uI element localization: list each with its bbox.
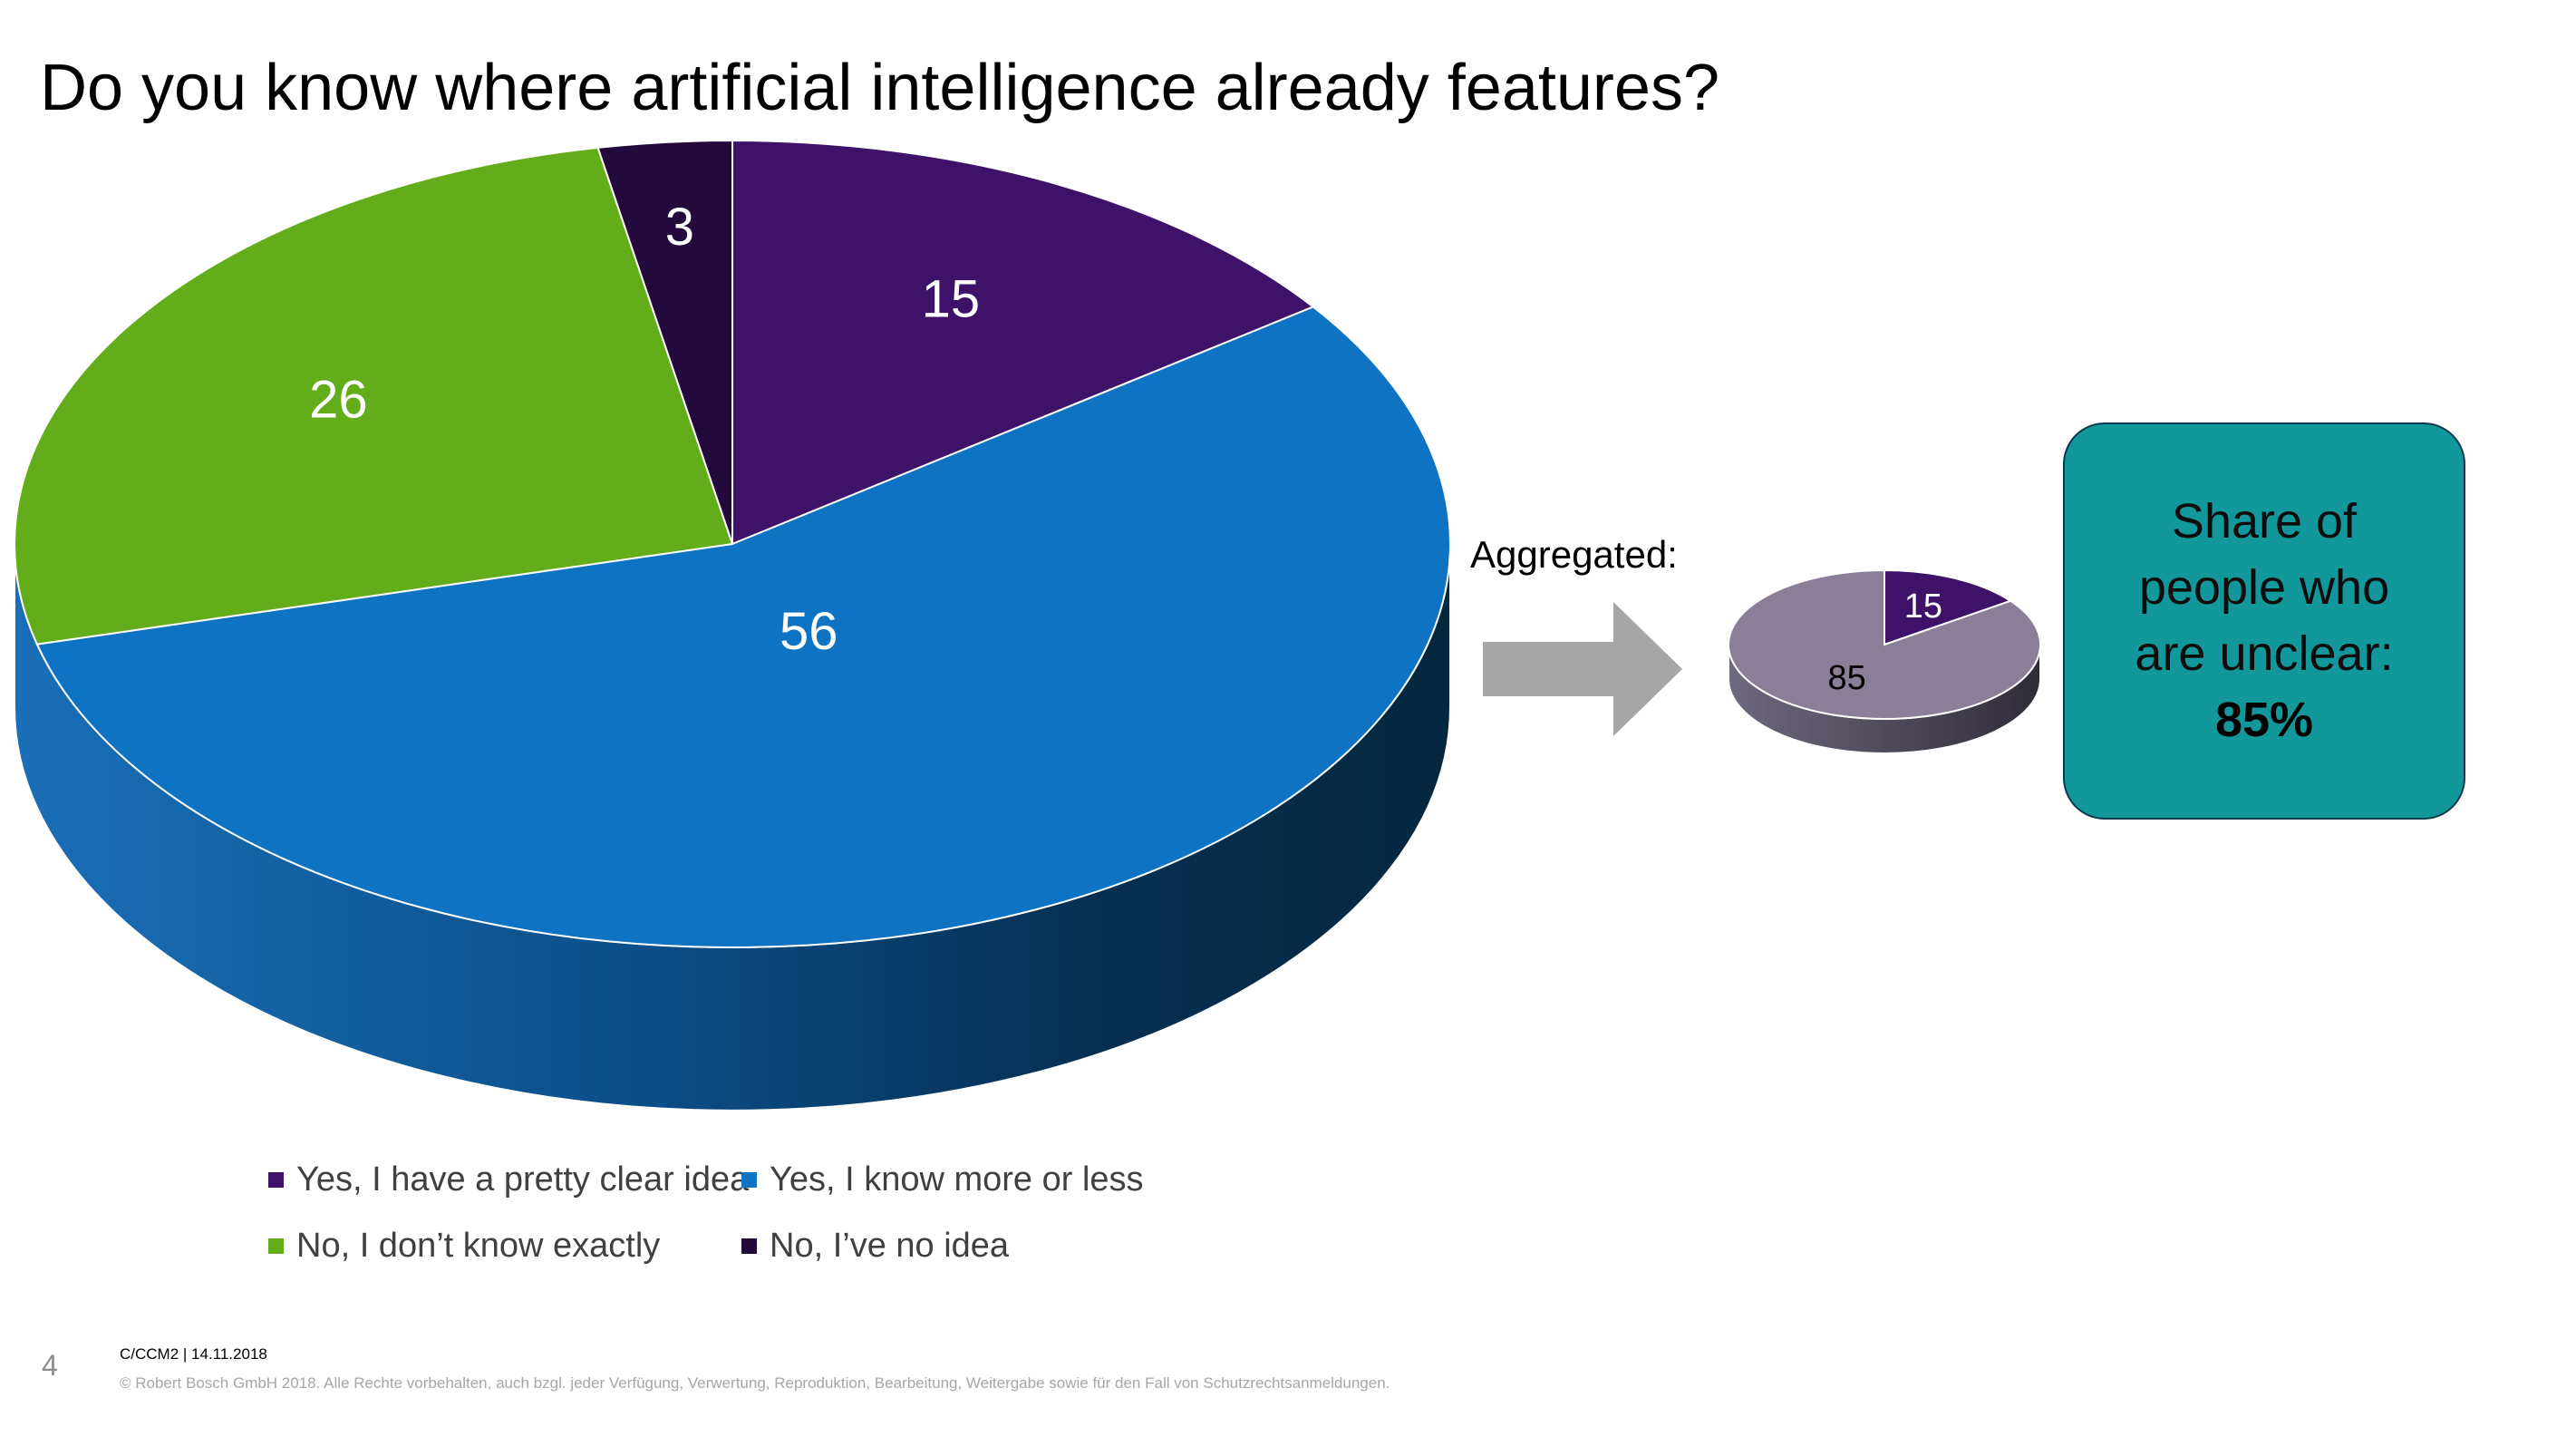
slide-title: Do you know where artificial intelligenc… xyxy=(40,52,1719,124)
footer-reference: C/CCM2 | 14.11.2018 xyxy=(120,1345,267,1363)
main-pie-chart: 15 56 26 3 xyxy=(14,139,1451,1111)
legend-item: No, I’ve no idea xyxy=(741,1227,1158,1266)
legend-label: No, I’ve no idea xyxy=(770,1227,1010,1265)
copyright-notice: © Robert Bosch GmbH 2018. Alle Rechte vo… xyxy=(120,1374,1390,1392)
data-label: 15 xyxy=(922,270,981,329)
unclear-share-callout: Share of people who are unclear: 85% xyxy=(2063,422,2465,820)
data-label: 15 xyxy=(1904,587,1942,626)
legend-label: Yes, I have a pretty clear idea xyxy=(296,1160,750,1199)
callout-line-1: Share of xyxy=(2171,494,2358,548)
pie-slice-clear-idea xyxy=(731,139,1315,546)
data-label: 85 xyxy=(1827,659,1865,697)
legend-label: Yes, I know more or less xyxy=(770,1160,1144,1199)
chart-legend: Yes, I have a pretty clear idea Yes, I k… xyxy=(268,1160,1158,1266)
legend-label: No, I don’t know exactly xyxy=(296,1227,661,1265)
callout-line-2: people who xyxy=(2138,560,2390,615)
callout-value: 85% xyxy=(2214,693,2314,747)
data-label: 3 xyxy=(665,198,694,257)
legend-item: Yes, I have a pretty clear idea xyxy=(268,1160,749,1199)
aggregation-arrow xyxy=(1483,602,1682,736)
legend-swatch xyxy=(268,1238,284,1254)
callout-line-3: are unclear: xyxy=(2135,626,2394,681)
legend-item: No, I don’t know exactly xyxy=(268,1227,741,1266)
legend-item: Yes, I know more or less xyxy=(741,1160,1158,1199)
legend-swatch xyxy=(268,1172,284,1188)
pie-slice-not-exactly xyxy=(14,146,734,645)
legend-swatch xyxy=(741,1238,757,1254)
pie-slice-more-or-less xyxy=(35,306,1451,948)
agg-slice-clear xyxy=(1884,568,2013,646)
data-label: 26 xyxy=(309,370,368,429)
page-number: 4 xyxy=(42,1349,58,1382)
aggregated-label: Aggregated: xyxy=(1470,533,1678,576)
pie-slice-no-idea xyxy=(596,139,733,545)
legend-swatch xyxy=(741,1172,757,1188)
data-label: 56 xyxy=(780,602,838,661)
agg-slice-unclear xyxy=(1728,568,2041,720)
